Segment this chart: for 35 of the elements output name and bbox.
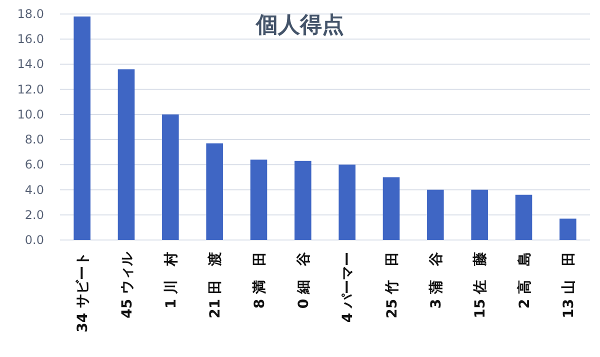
y-tick-label: 0.0: [24, 233, 44, 247]
y-tick-label: 6.0: [24, 158, 44, 172]
bar: [471, 190, 488, 240]
y-tick-label: 10.0: [17, 107, 44, 122]
x-tick-label: 0 細 谷: [296, 251, 312, 309]
y-tick-label: 4.0: [24, 182, 44, 197]
y-tick-label: 2.0: [24, 208, 44, 222]
x-tick-label: 21 田 渡: [206, 252, 224, 318]
bar: [162, 114, 179, 240]
x-tick-label: 2 高 島: [516, 252, 533, 309]
bar: [250, 160, 268, 240]
x-tick-label: 15 佐 藤: [472, 252, 489, 318]
chart-title: 個人得点: [255, 13, 344, 38]
x-tick-label: 4 パーマー: [340, 252, 356, 323]
bar: [294, 160, 312, 240]
bar: [382, 177, 400, 240]
y-tick-label: 18.0: [17, 7, 44, 21]
x-tick-label: 13 山 田: [560, 252, 577, 318]
bar: [74, 16, 90, 240]
y-tick-label: 12.0: [17, 82, 44, 96]
bar: [206, 143, 223, 240]
bar: [427, 190, 444, 240]
bar: [515, 194, 532, 240]
bar: [118, 69, 135, 240]
x-tick-label: 45 ウィル: [119, 251, 136, 318]
bar: [338, 164, 356, 240]
x-tick-label: 25 竹 田: [384, 252, 400, 318]
x-tick-label: 3 蒲 谷: [428, 251, 444, 309]
x-tick-label: 8 満 田: [252, 252, 268, 309]
x-tick-label: 1 川 村: [163, 252, 180, 309]
y-tick-label: 14.0: [17, 57, 44, 72]
y-tick-label: 8.0: [24, 132, 44, 147]
x-tick-label: 34 サビート: [75, 252, 92, 332]
bar: [560, 218, 576, 240]
y-tick-label: 16.0: [17, 32, 44, 46]
